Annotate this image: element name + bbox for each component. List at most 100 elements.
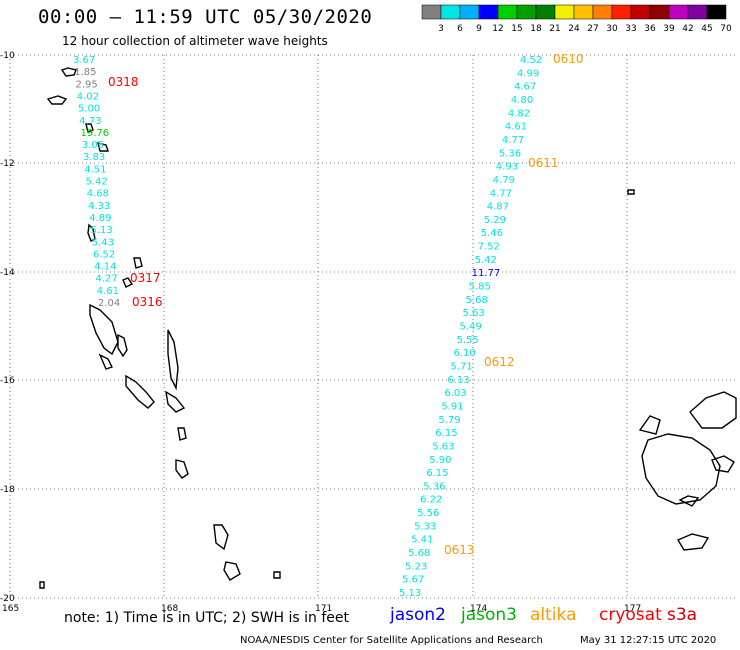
island-outline <box>641 433 721 505</box>
wave-height-value: 1.85 <box>74 67 96 78</box>
wave-height-value: 4.61 <box>97 286 119 297</box>
scale-label: 36 <box>644 24 656 34</box>
wave-height-value: 4.14 <box>94 262 116 273</box>
wave-height-value: 4.77 <box>490 188 512 199</box>
scale-label: 9 <box>476 24 482 34</box>
scale-label: 27 <box>587 24 598 34</box>
scale-swatch <box>649 4 670 20</box>
scale-label: 30 <box>606 24 618 34</box>
island-outline <box>177 427 187 441</box>
lat-label: -16 <box>0 376 15 386</box>
wave-height-value: 5.71 <box>450 361 472 372</box>
wave-height-value: 4.02 <box>77 91 99 102</box>
time-mark: 0316 <box>132 295 163 309</box>
scale-label: 33 <box>625 24 636 34</box>
wave-height-value: 5.91 <box>441 401 463 412</box>
lat-label: -18 <box>0 485 15 495</box>
legend-cryosat: cryosat <box>599 605 662 625</box>
scale-swatch <box>478 4 499 20</box>
scale-swatch <box>440 4 461 20</box>
scale-label: 15 <box>511 24 522 34</box>
wave-height-value: 6.03 <box>444 388 466 399</box>
lat-label: -14 <box>0 268 15 278</box>
wave-height-value: 4.61 <box>505 122 527 133</box>
lat-label: -20 <box>0 594 15 604</box>
wave-height-value: 5.42 <box>475 255 497 266</box>
wave-height-value: 5.42 <box>86 177 108 188</box>
wave-height-value: 5.33 <box>414 521 436 532</box>
wave-height-value: 5.41 <box>411 535 433 546</box>
wave-height-value: 4.79 <box>493 175 515 186</box>
scale-swatch <box>611 4 632 20</box>
legend-s3a: s3a <box>667 605 698 625</box>
scale-label: 70 <box>720 24 732 34</box>
wave-height-value: 5.13 <box>91 225 113 236</box>
time-mark: 0317 <box>130 271 161 285</box>
wave-height-value: 4.93 <box>496 162 518 173</box>
island-outline <box>213 524 229 551</box>
wave-height-value: 2.95 <box>76 79 98 90</box>
lon-label: 165 <box>2 604 19 614</box>
lon-label: 168 <box>161 604 178 614</box>
wave-height-value: 5.56 <box>417 508 439 519</box>
island-outline <box>125 374 155 409</box>
lon-label: 171 <box>315 604 332 614</box>
island-outline <box>46 95 68 105</box>
wave-height-value: 5.79 <box>438 415 460 426</box>
legend-altika: altika <box>530 605 577 625</box>
wave-height-value: 6.52 <box>93 249 115 260</box>
lat-label: -10 <box>0 51 15 61</box>
scale-swatch <box>421 4 442 20</box>
wave-height-value: 5.36 <box>423 481 445 492</box>
wave-height-value: 5.68 <box>466 295 488 306</box>
wave-height-value: 5.29 <box>484 215 506 226</box>
scale-label: 45 <box>701 24 712 34</box>
wave-height-value: 6.22 <box>420 495 442 506</box>
wave-height-value: 5.55 <box>456 335 478 346</box>
island-outline <box>165 390 186 413</box>
legend-jason3: jason3 <box>461 605 517 625</box>
island-outline <box>97 142 109 152</box>
island-outline <box>689 391 737 429</box>
scale-swatch <box>630 4 651 20</box>
time-mark: 0318 <box>108 75 139 89</box>
wave-height-value: 2.04 <box>98 298 120 309</box>
credit-text: NOAA/NESDIS Center for Satellite Applica… <box>240 635 543 646</box>
map-subtitle: 12 hour collection of altimeter wave hei… <box>62 34 328 48</box>
wave-height-value: 4.67 <box>514 82 536 93</box>
scale-swatch <box>516 4 537 20</box>
island-outline <box>223 561 241 581</box>
time-marks: 0318 0317 0316 0610 0611 0612 0613 <box>108 52 584 557</box>
scale-swatch <box>668 4 689 20</box>
time-mark: 0613 <box>444 543 475 557</box>
scale-swatch <box>535 4 556 20</box>
timestamp-text: May 31 12:27:15 UTC 2020 <box>580 635 717 646</box>
wave-height-value: 5.63 <box>432 441 454 452</box>
scale-swatch <box>497 4 518 20</box>
wave-height-value: 4.80 <box>511 95 533 106</box>
scale-label: 18 <box>530 24 542 34</box>
island-outline <box>39 581 45 589</box>
wave-height-value: 5.00 <box>78 104 100 115</box>
island-outline <box>676 533 710 551</box>
wave-height-value: 7.52 <box>478 242 500 253</box>
island-outline <box>711 455 735 473</box>
wave-height-value: 5.67 <box>402 575 424 586</box>
island-outline <box>678 495 700 507</box>
wave-height-value: 4.73 <box>79 116 101 127</box>
wave-height-value: 4.82 <box>508 108 530 119</box>
wave-height-value: 3.05 <box>82 140 104 151</box>
time-mark: 0612 <box>484 355 515 369</box>
scale-label: 21 <box>549 24 560 34</box>
island-outline <box>98 353 113 370</box>
island-outline <box>133 257 143 269</box>
time-mark: 0610 <box>553 52 584 66</box>
legend-jason2: jason2 <box>390 605 446 625</box>
island-outline <box>638 415 661 435</box>
wave-height-value: 5.13 <box>399 588 421 599</box>
wave-height-value: 4.87 <box>487 202 509 213</box>
scale-swatch <box>592 4 613 20</box>
wave-height-value: 6.15 <box>426 468 448 479</box>
